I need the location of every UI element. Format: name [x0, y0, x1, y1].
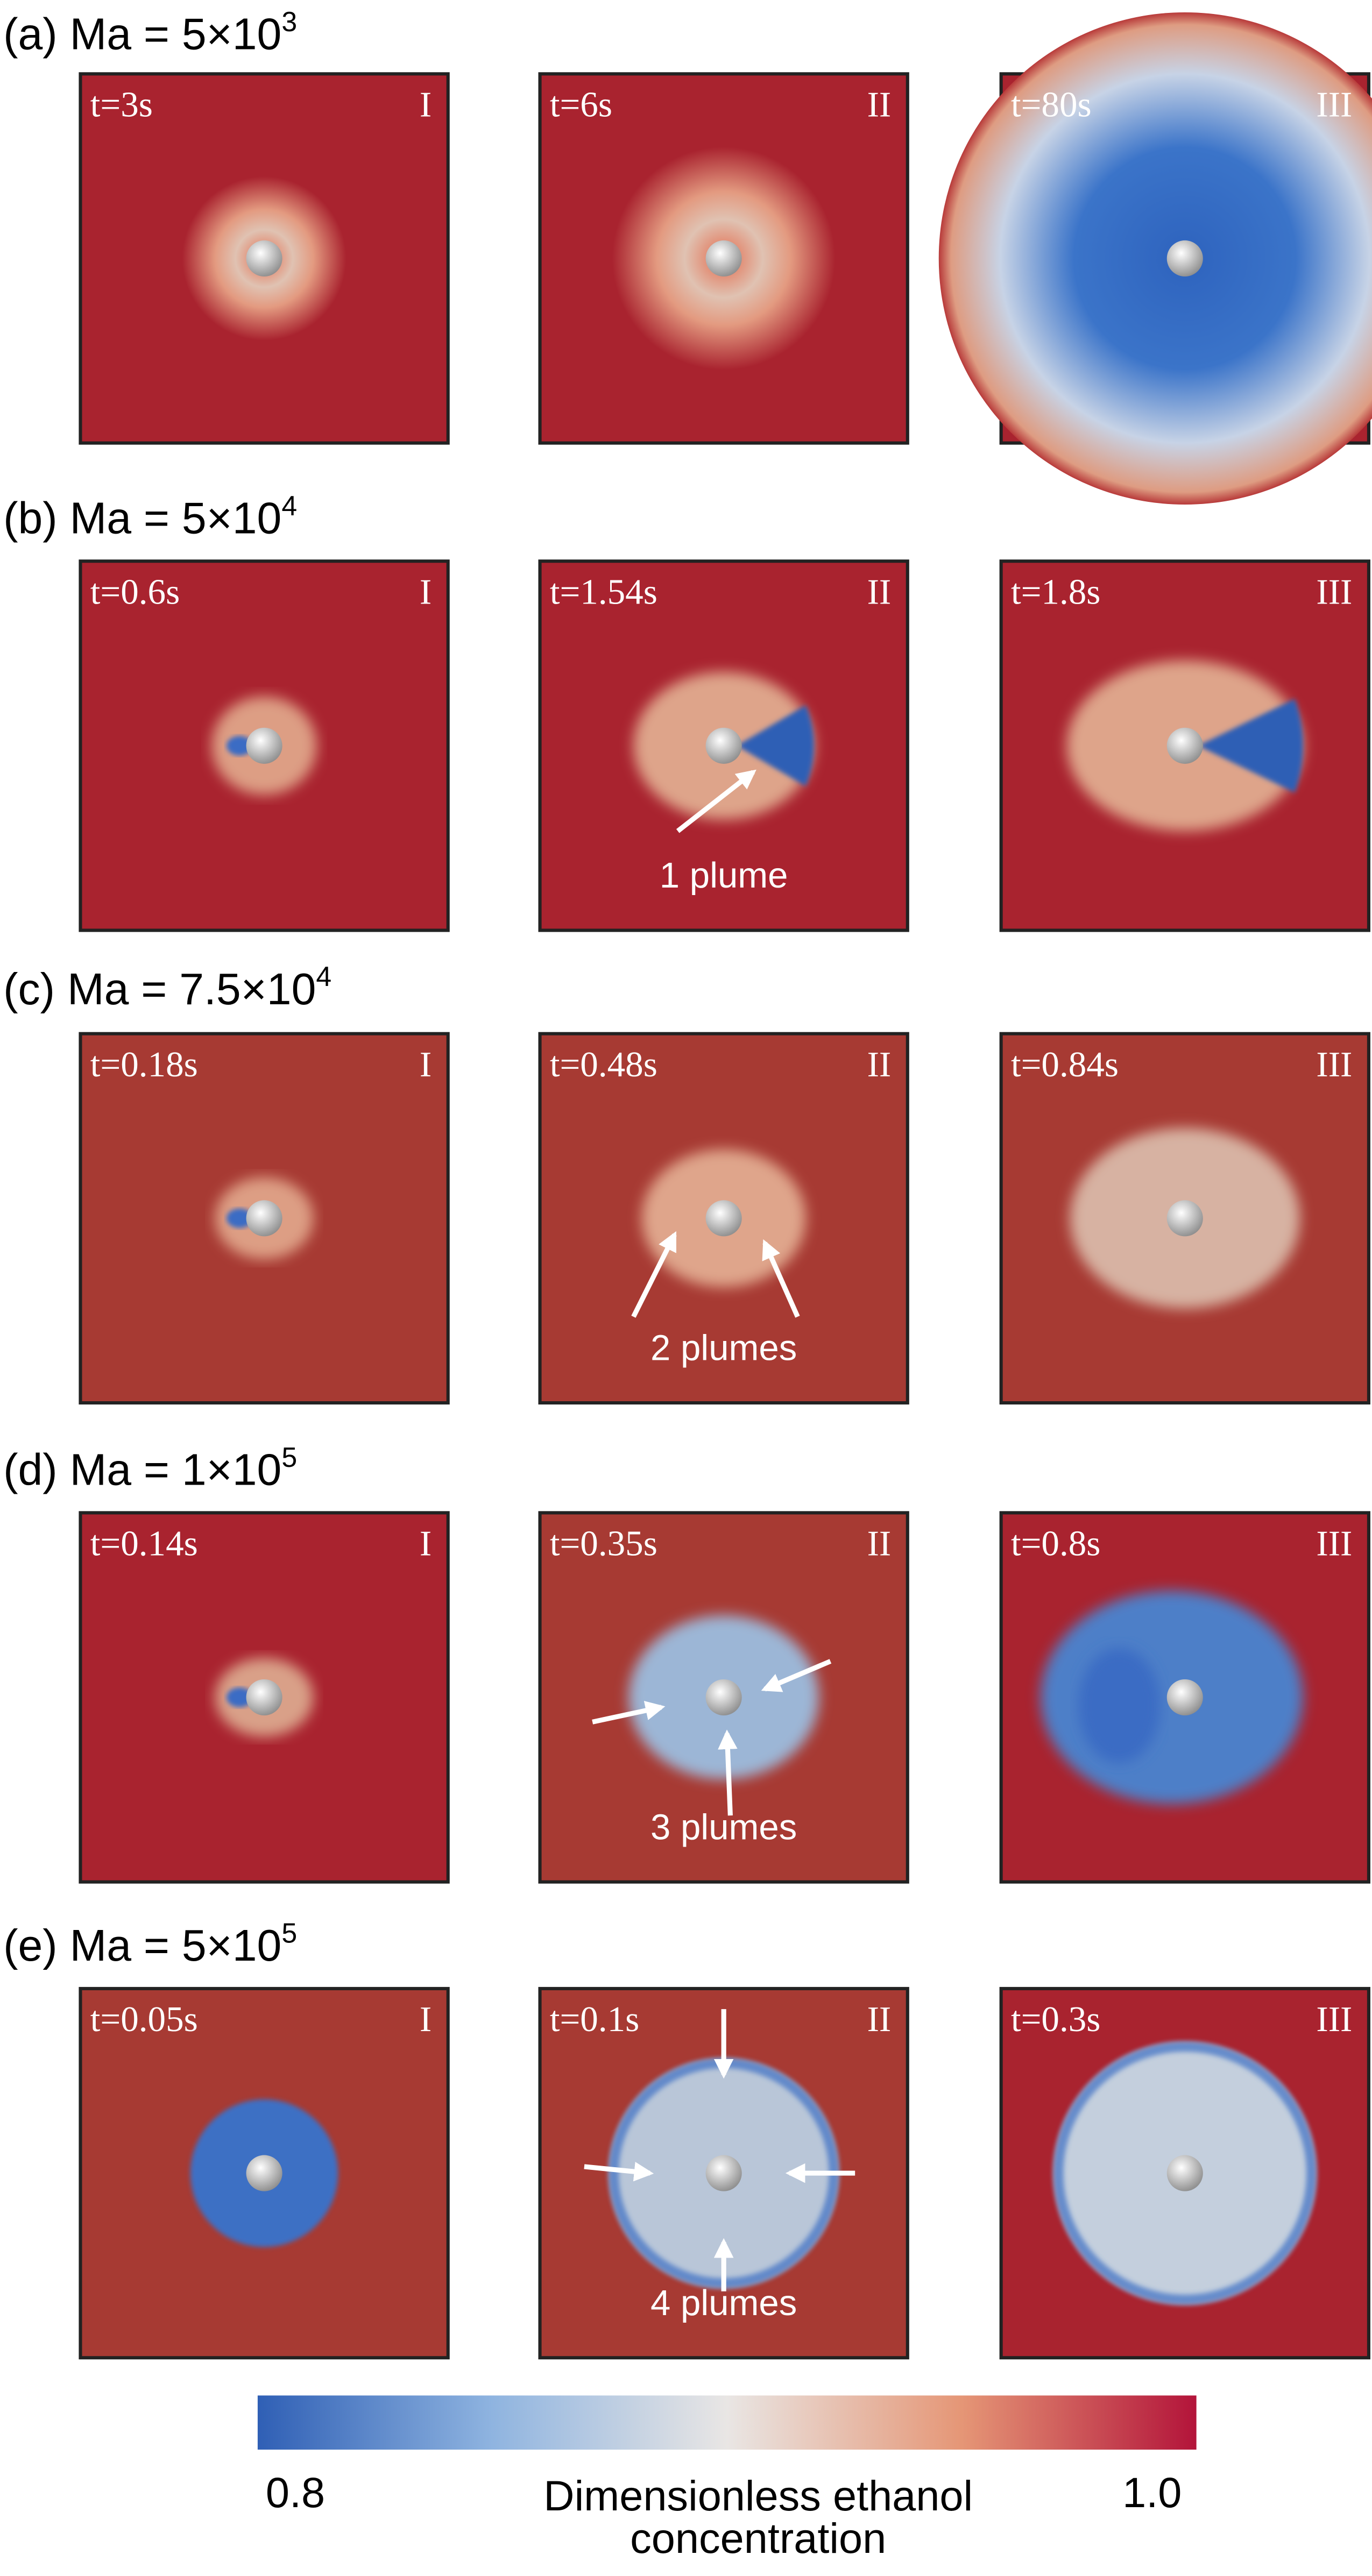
plume-region [737, 705, 814, 786]
time-label: t=0.35s [550, 1523, 657, 1564]
droplet [246, 727, 282, 764]
panel-numeral: III [1316, 1999, 1352, 2039]
panel-numeral: I [420, 84, 432, 125]
row-label: (d) Ma = 1×105 [3, 1442, 297, 1495]
panel [79, 1986, 450, 2360]
panel-numeral: III [1316, 84, 1352, 125]
time-label: t=1.8s [1011, 572, 1100, 612]
row-label-text: (b) Ma = 5×10 [3, 493, 281, 543]
time-label: t=0.3s [1011, 1999, 1100, 2039]
panel-numeral: III [1316, 1044, 1352, 1084]
row-label-text: (d) Ma = 1×10 [3, 1445, 281, 1495]
front-ring [1053, 2042, 1317, 2305]
row-label-exponent: 5 [281, 1918, 297, 1949]
panel-numeral: I [420, 1044, 432, 1084]
row-label-text: (a) Ma = 5×10 [3, 10, 281, 59]
droplet [1166, 240, 1203, 277]
time-label: t=1.54s [550, 572, 657, 612]
arrow [718, 1729, 738, 1816]
droplet [1166, 1679, 1203, 1716]
panel-numeral: II [867, 1523, 892, 1564]
arrow [676, 769, 756, 833]
droplet [1166, 1200, 1203, 1237]
panel [538, 72, 909, 445]
droplet [705, 240, 742, 277]
row-label-exponent: 3 [281, 6, 297, 37]
annotation: 1 plume [660, 855, 788, 896]
droplet [1166, 2155, 1203, 2191]
panel-numeral: III [1316, 1523, 1352, 1564]
droplet [1166, 727, 1203, 764]
droplet [705, 1200, 742, 1237]
plume-region [226, 1687, 253, 1707]
droplet [246, 2155, 282, 2191]
annotation: 2 plumes [650, 1328, 797, 1368]
plume-region [1078, 1648, 1161, 1763]
time-label: t=0.8s [1011, 1523, 1100, 1564]
panel-numeral: II [867, 84, 892, 125]
droplet [246, 240, 282, 277]
arrow [592, 1701, 666, 1725]
droplet [705, 727, 742, 764]
row-label-exponent: 4 [316, 961, 331, 992]
arrow [631, 1231, 677, 1318]
panel-numeral: II [867, 1999, 892, 2039]
panel-numeral: I [420, 572, 432, 612]
time-label: t=0.14s [90, 1523, 198, 1564]
droplet [246, 1200, 282, 1237]
colorbar-title: concentration [630, 2514, 886, 2562]
plume-region [226, 736, 253, 756]
panel-numeral: II [867, 1044, 892, 1084]
plume-region [226, 1208, 253, 1229]
row-label-text: (c) Ma = 7.5×10 [3, 964, 316, 1014]
time-label: t=0.18s [90, 1044, 198, 1084]
arrow [584, 2161, 654, 2182]
droplet [705, 1679, 742, 1716]
row-label: (a) Ma = 5×103 [3, 6, 297, 59]
time-label: t=6s [550, 84, 612, 125]
time-label: t=80s [1011, 84, 1092, 125]
time-label: t=0.84s [1011, 1044, 1119, 1084]
colorbar-max: 1.0 [1122, 2468, 1182, 2516]
time-label: t=0.05s [90, 1999, 198, 2039]
time-label: t=0.1s [550, 1999, 639, 2039]
row-label-text: (e) Ma = 5×10 [3, 1921, 281, 1970]
row-label: (e) Ma = 5×105 [3, 1918, 297, 1971]
panel-numeral: II [867, 572, 892, 612]
time-label: t=0.48s [550, 1044, 657, 1084]
colorbar-min: 0.8 [266, 2468, 325, 2516]
arrow [761, 1659, 832, 1692]
panel-numeral: I [420, 1523, 432, 1564]
panel [999, 1032, 1370, 1405]
colorbar [257, 2395, 1197, 2450]
row-label-exponent: 5 [281, 1442, 297, 1473]
row-label-exponent: 4 [281, 490, 297, 521]
arrow [762, 1239, 800, 1318]
colorbar-title: Dimensionless ethanol [543, 2472, 973, 2520]
time-label: t=0.6s [90, 572, 180, 612]
panel-numeral: I [420, 1999, 432, 2039]
plume-region [1198, 699, 1303, 793]
panel-numeral: III [1316, 572, 1352, 612]
droplet [705, 2155, 742, 2191]
annotation: 3 plumes [650, 1807, 797, 1847]
time-label: t=3s [90, 84, 153, 125]
row-label: (b) Ma = 5×104 [3, 490, 297, 543]
concentration-field [938, 12, 1372, 505]
row-label: (c) Ma = 7.5×104 [3, 961, 331, 1014]
droplet [246, 1679, 282, 1716]
